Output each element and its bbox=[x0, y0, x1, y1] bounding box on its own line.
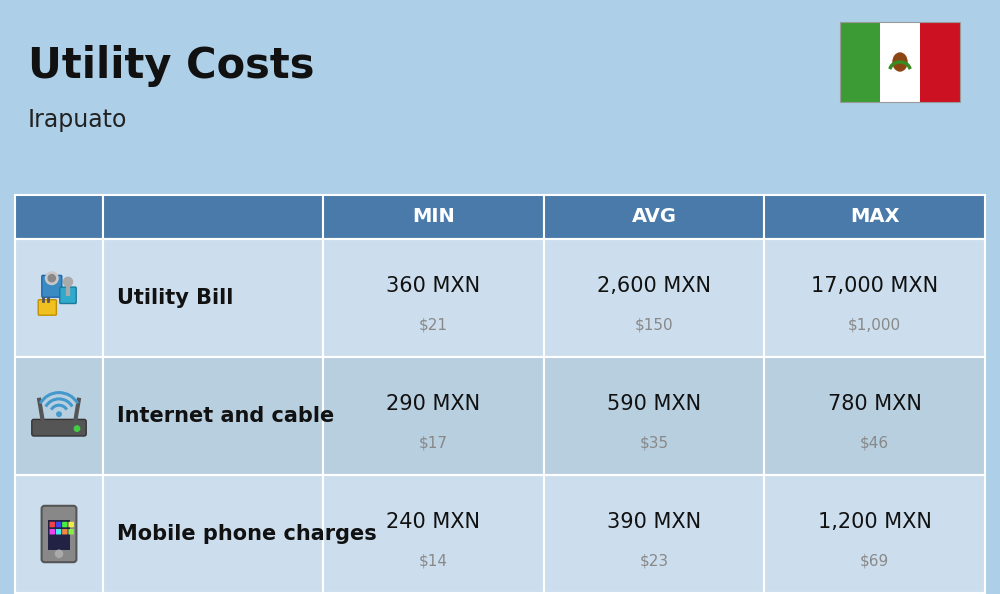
Text: MAX: MAX bbox=[850, 207, 899, 226]
FancyBboxPatch shape bbox=[920, 22, 960, 102]
Circle shape bbox=[74, 426, 80, 431]
FancyBboxPatch shape bbox=[15, 475, 103, 593]
FancyBboxPatch shape bbox=[323, 357, 544, 475]
FancyBboxPatch shape bbox=[323, 195, 544, 239]
FancyBboxPatch shape bbox=[764, 357, 985, 475]
Text: 290 MXN: 290 MXN bbox=[386, 394, 480, 414]
FancyBboxPatch shape bbox=[880, 22, 920, 102]
FancyBboxPatch shape bbox=[544, 475, 764, 593]
Text: 360 MXN: 360 MXN bbox=[386, 276, 480, 296]
Text: 2,600 MXN: 2,600 MXN bbox=[597, 276, 711, 296]
Text: 390 MXN: 390 MXN bbox=[607, 512, 701, 532]
FancyBboxPatch shape bbox=[38, 300, 56, 315]
FancyBboxPatch shape bbox=[62, 529, 68, 535]
FancyBboxPatch shape bbox=[68, 529, 74, 535]
FancyBboxPatch shape bbox=[50, 522, 55, 527]
FancyBboxPatch shape bbox=[50, 529, 55, 535]
Text: 240 MXN: 240 MXN bbox=[386, 512, 480, 532]
Text: $14: $14 bbox=[419, 554, 448, 568]
Text: MIN: MIN bbox=[412, 207, 455, 226]
Circle shape bbox=[48, 274, 55, 282]
Circle shape bbox=[55, 550, 63, 557]
Text: $35: $35 bbox=[639, 435, 669, 451]
FancyBboxPatch shape bbox=[15, 357, 103, 475]
Text: $1,000: $1,000 bbox=[848, 318, 901, 333]
Text: Irapuato: Irapuato bbox=[28, 108, 127, 132]
FancyBboxPatch shape bbox=[56, 529, 61, 535]
Text: $17: $17 bbox=[419, 435, 448, 451]
FancyBboxPatch shape bbox=[60, 287, 76, 304]
FancyBboxPatch shape bbox=[15, 239, 103, 357]
FancyBboxPatch shape bbox=[764, 195, 985, 239]
FancyBboxPatch shape bbox=[103, 475, 323, 593]
Text: 1,200 MXN: 1,200 MXN bbox=[818, 512, 932, 532]
FancyBboxPatch shape bbox=[62, 522, 68, 527]
Text: Mobile phone charges: Mobile phone charges bbox=[117, 524, 377, 544]
Text: Utility Bill: Utility Bill bbox=[117, 288, 233, 308]
Text: $23: $23 bbox=[639, 554, 669, 568]
FancyBboxPatch shape bbox=[764, 239, 985, 357]
FancyBboxPatch shape bbox=[32, 419, 86, 436]
FancyBboxPatch shape bbox=[15, 195, 103, 239]
FancyBboxPatch shape bbox=[103, 195, 323, 239]
FancyBboxPatch shape bbox=[544, 195, 764, 239]
FancyBboxPatch shape bbox=[544, 239, 764, 357]
Text: Internet and cable: Internet and cable bbox=[117, 406, 334, 426]
Text: AVG: AVG bbox=[632, 207, 676, 226]
Text: 590 MXN: 590 MXN bbox=[607, 394, 701, 414]
FancyBboxPatch shape bbox=[48, 520, 70, 550]
Ellipse shape bbox=[893, 53, 907, 71]
Text: 17,000 MXN: 17,000 MXN bbox=[811, 276, 938, 296]
FancyBboxPatch shape bbox=[103, 357, 323, 475]
Circle shape bbox=[64, 277, 72, 286]
FancyBboxPatch shape bbox=[323, 475, 544, 593]
FancyBboxPatch shape bbox=[42, 506, 76, 562]
Circle shape bbox=[46, 272, 58, 285]
Text: $69: $69 bbox=[860, 554, 889, 568]
Circle shape bbox=[57, 412, 61, 416]
FancyBboxPatch shape bbox=[56, 522, 61, 527]
Text: $150: $150 bbox=[635, 318, 673, 333]
FancyBboxPatch shape bbox=[840, 22, 880, 102]
FancyBboxPatch shape bbox=[544, 357, 764, 475]
Text: Utility Costs: Utility Costs bbox=[28, 45, 314, 87]
FancyBboxPatch shape bbox=[68, 522, 74, 527]
FancyBboxPatch shape bbox=[103, 239, 323, 357]
Text: 780 MXN: 780 MXN bbox=[828, 394, 922, 414]
FancyBboxPatch shape bbox=[42, 276, 62, 297]
Text: $21: $21 bbox=[419, 318, 448, 333]
Text: $46: $46 bbox=[860, 435, 889, 451]
FancyBboxPatch shape bbox=[764, 475, 985, 593]
FancyBboxPatch shape bbox=[323, 239, 544, 357]
